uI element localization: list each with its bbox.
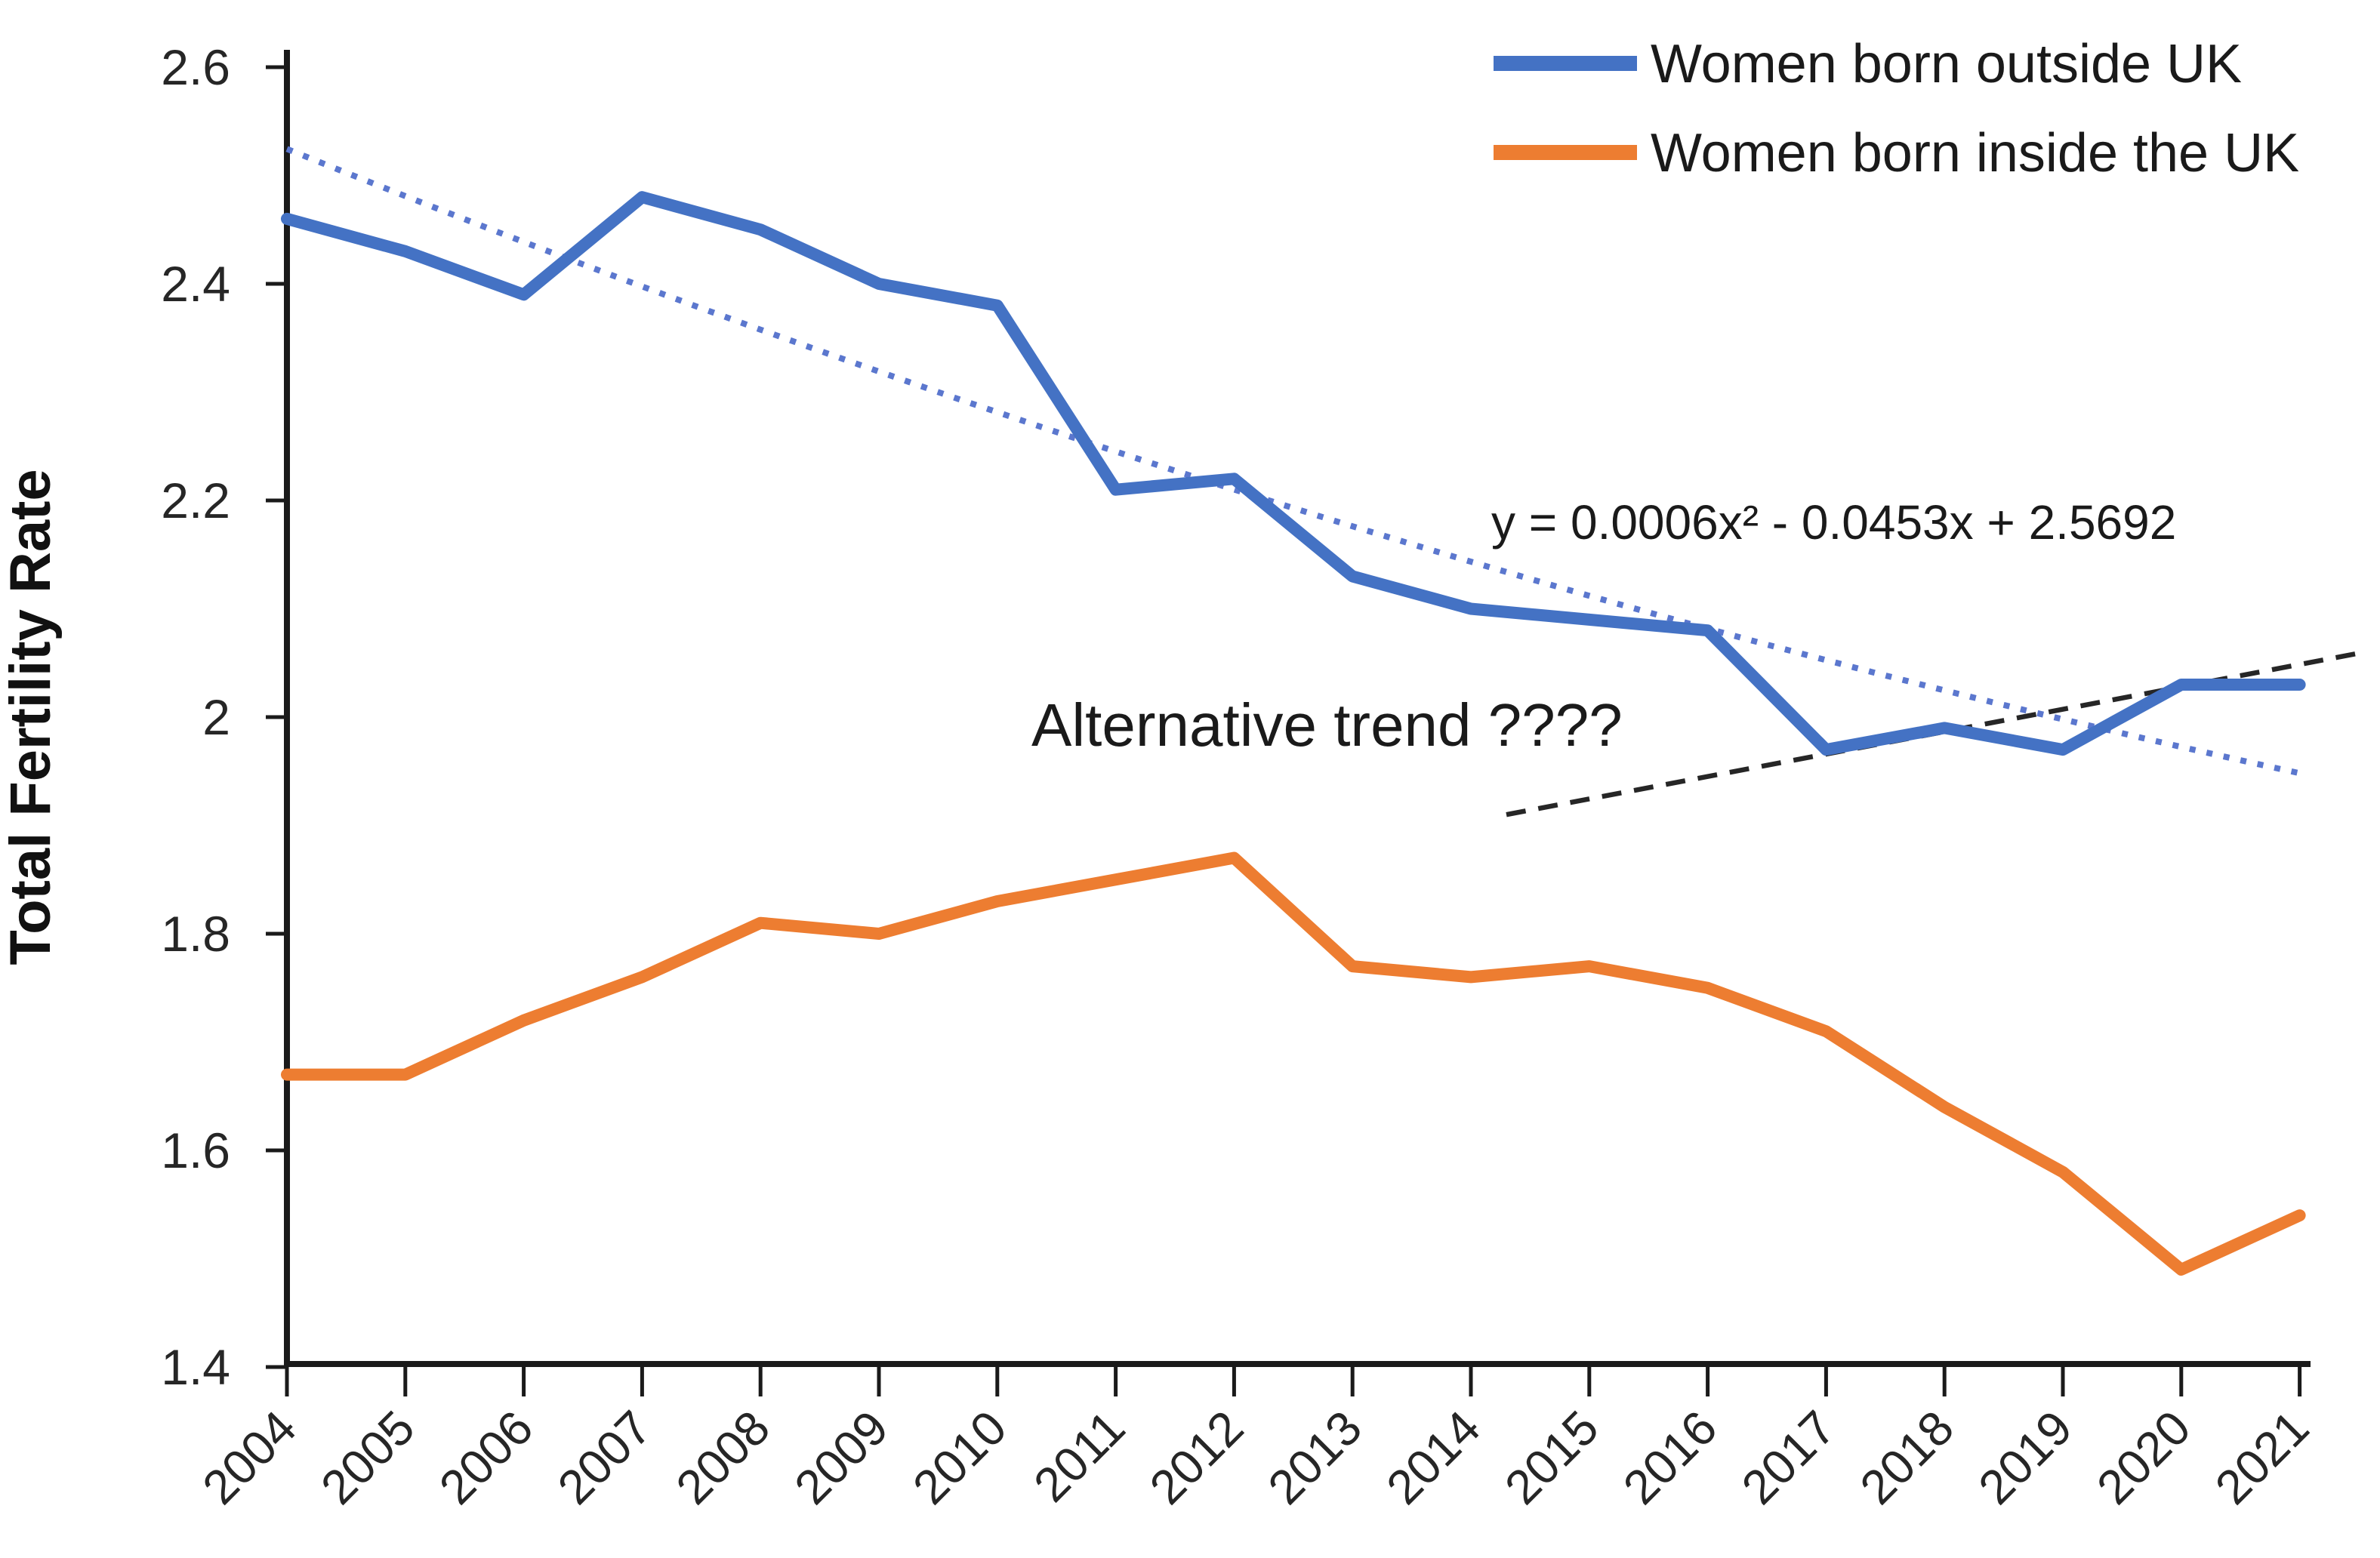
x-tick-label: 2010 [902,1400,1017,1515]
series-line-women-born-inside-uk [281,851,2306,1276]
x-tick-label: 2011 [1023,1400,1135,1512]
y-tick-label: 1.4 [161,1339,230,1395]
trendline-equation: y = 0.0006x² - 0.0453x + 2.5692 [1491,495,2176,550]
x-tick-label: 2004 [192,1400,307,1515]
x-tick-label: 2006 [429,1400,544,1515]
x-tick-label: 2019 [1968,1400,2082,1515]
x-tick-label: 2020 [2086,1400,2201,1515]
series-line-women-born-outside-uk [281,191,2306,756]
y-axis-title: Total Fertility Rate [0,469,63,965]
legend-label-outside-uk: Women born outside UK [1651,34,2242,94]
x-tick-label: 2015 [1494,1400,1609,1515]
x-tick-label: 2009 [784,1400,899,1515]
x-tick-label: 2018 [1850,1400,1965,1515]
y-tick-label: 2.4 [161,256,230,312]
y-tick-label: 1.8 [161,906,230,962]
x-tick-label: 2013 [1258,1400,1373,1515]
x-tick-label: 2005 [310,1400,425,1515]
y-tick-label: 2.2 [161,473,230,528]
y-tick-label: 1.6 [161,1122,230,1178]
x-tick-label: 2012 [1139,1400,1254,1515]
legend-label-inside-uk: Women born inside the UK [1651,123,2299,183]
annotation-alternative-trend: Alternative trend ???? [1031,691,1623,759]
x-tick-label: 2007 [547,1400,662,1515]
y-tick-label: 2.6 [161,39,230,95]
x-tick-label: 2008 [666,1400,781,1515]
x-tick-label: 2014 [1376,1400,1491,1515]
y-tick-label: 2 [202,689,230,745]
x-tick-label: 2021 [2205,1400,2320,1515]
x-tick-label: 2016 [1613,1400,1728,1515]
x-tick-label: 2017 [1731,1400,1846,1515]
